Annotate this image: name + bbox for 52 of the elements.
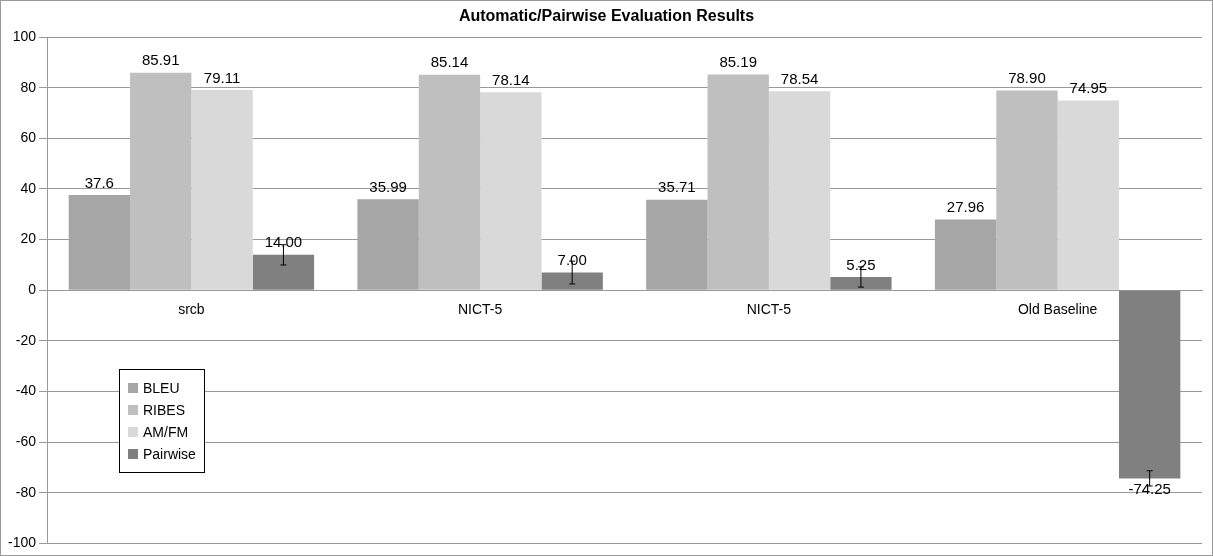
y-tick-label: -60 xyxy=(15,433,37,450)
y-tick-label: 20 xyxy=(20,230,37,247)
y-tick-label: 60 xyxy=(20,129,37,146)
bar xyxy=(130,72,192,290)
data-label: 85.14 xyxy=(430,53,469,71)
y-tick-label: -40 xyxy=(15,382,37,399)
data-label: 5.25 xyxy=(846,255,876,273)
bar xyxy=(191,89,253,290)
data-label: 14.00 xyxy=(264,233,303,251)
legend-label: Pairwise xyxy=(143,446,196,462)
legend-label: AM/FM xyxy=(143,424,189,440)
x-tick-label: srcb xyxy=(178,300,205,317)
y-tick-label: 80 xyxy=(20,78,37,95)
bar xyxy=(646,199,708,290)
data-label: 27.96 xyxy=(946,198,985,216)
x-tick-label: NICT-5 xyxy=(457,300,503,317)
bar xyxy=(68,195,131,290)
legend-label: BLEU xyxy=(143,380,180,396)
data-label: 78.54 xyxy=(780,70,819,87)
y-tick-label: -20 xyxy=(15,331,37,348)
y-tick-label: 40 xyxy=(20,179,37,196)
y-tick-label: 0 xyxy=(28,281,37,298)
bar xyxy=(934,219,997,290)
y-tick-label: 100 xyxy=(12,27,37,44)
y-tick-label: -80 xyxy=(15,483,37,500)
data-label: 7.00 xyxy=(557,251,587,269)
bar xyxy=(357,199,419,290)
legend-label: RIBES xyxy=(143,402,186,418)
data-label: 78.14 xyxy=(492,71,530,89)
bar xyxy=(996,90,1058,290)
data-label: 85.19 xyxy=(719,53,757,71)
data-label: -74.25 xyxy=(1128,480,1171,498)
bar xyxy=(1118,290,1181,479)
bar xyxy=(418,74,481,290)
data-label: 78.90 xyxy=(1008,69,1046,87)
bar xyxy=(830,277,892,290)
chart-title: Automatic/Pairwise Evaluation Results xyxy=(457,7,756,25)
data-label: 37.6 xyxy=(84,173,114,191)
data-label: 74.95 xyxy=(1069,79,1108,97)
bar xyxy=(707,74,769,290)
data-label: 79.11 xyxy=(203,68,241,86)
data-label: 85.91 xyxy=(141,51,180,69)
bar xyxy=(480,92,542,290)
bar xyxy=(768,91,831,290)
y-tick-label: -100 xyxy=(7,534,37,551)
data-label: 35.71 xyxy=(658,178,696,196)
x-tick-label: NICT-5 xyxy=(746,300,792,317)
bar xyxy=(541,272,603,290)
bar xyxy=(252,254,315,290)
bar xyxy=(1057,100,1119,290)
data-label: 35.99 xyxy=(369,177,407,195)
x-tick-label: Old Baseline xyxy=(1017,300,1098,317)
